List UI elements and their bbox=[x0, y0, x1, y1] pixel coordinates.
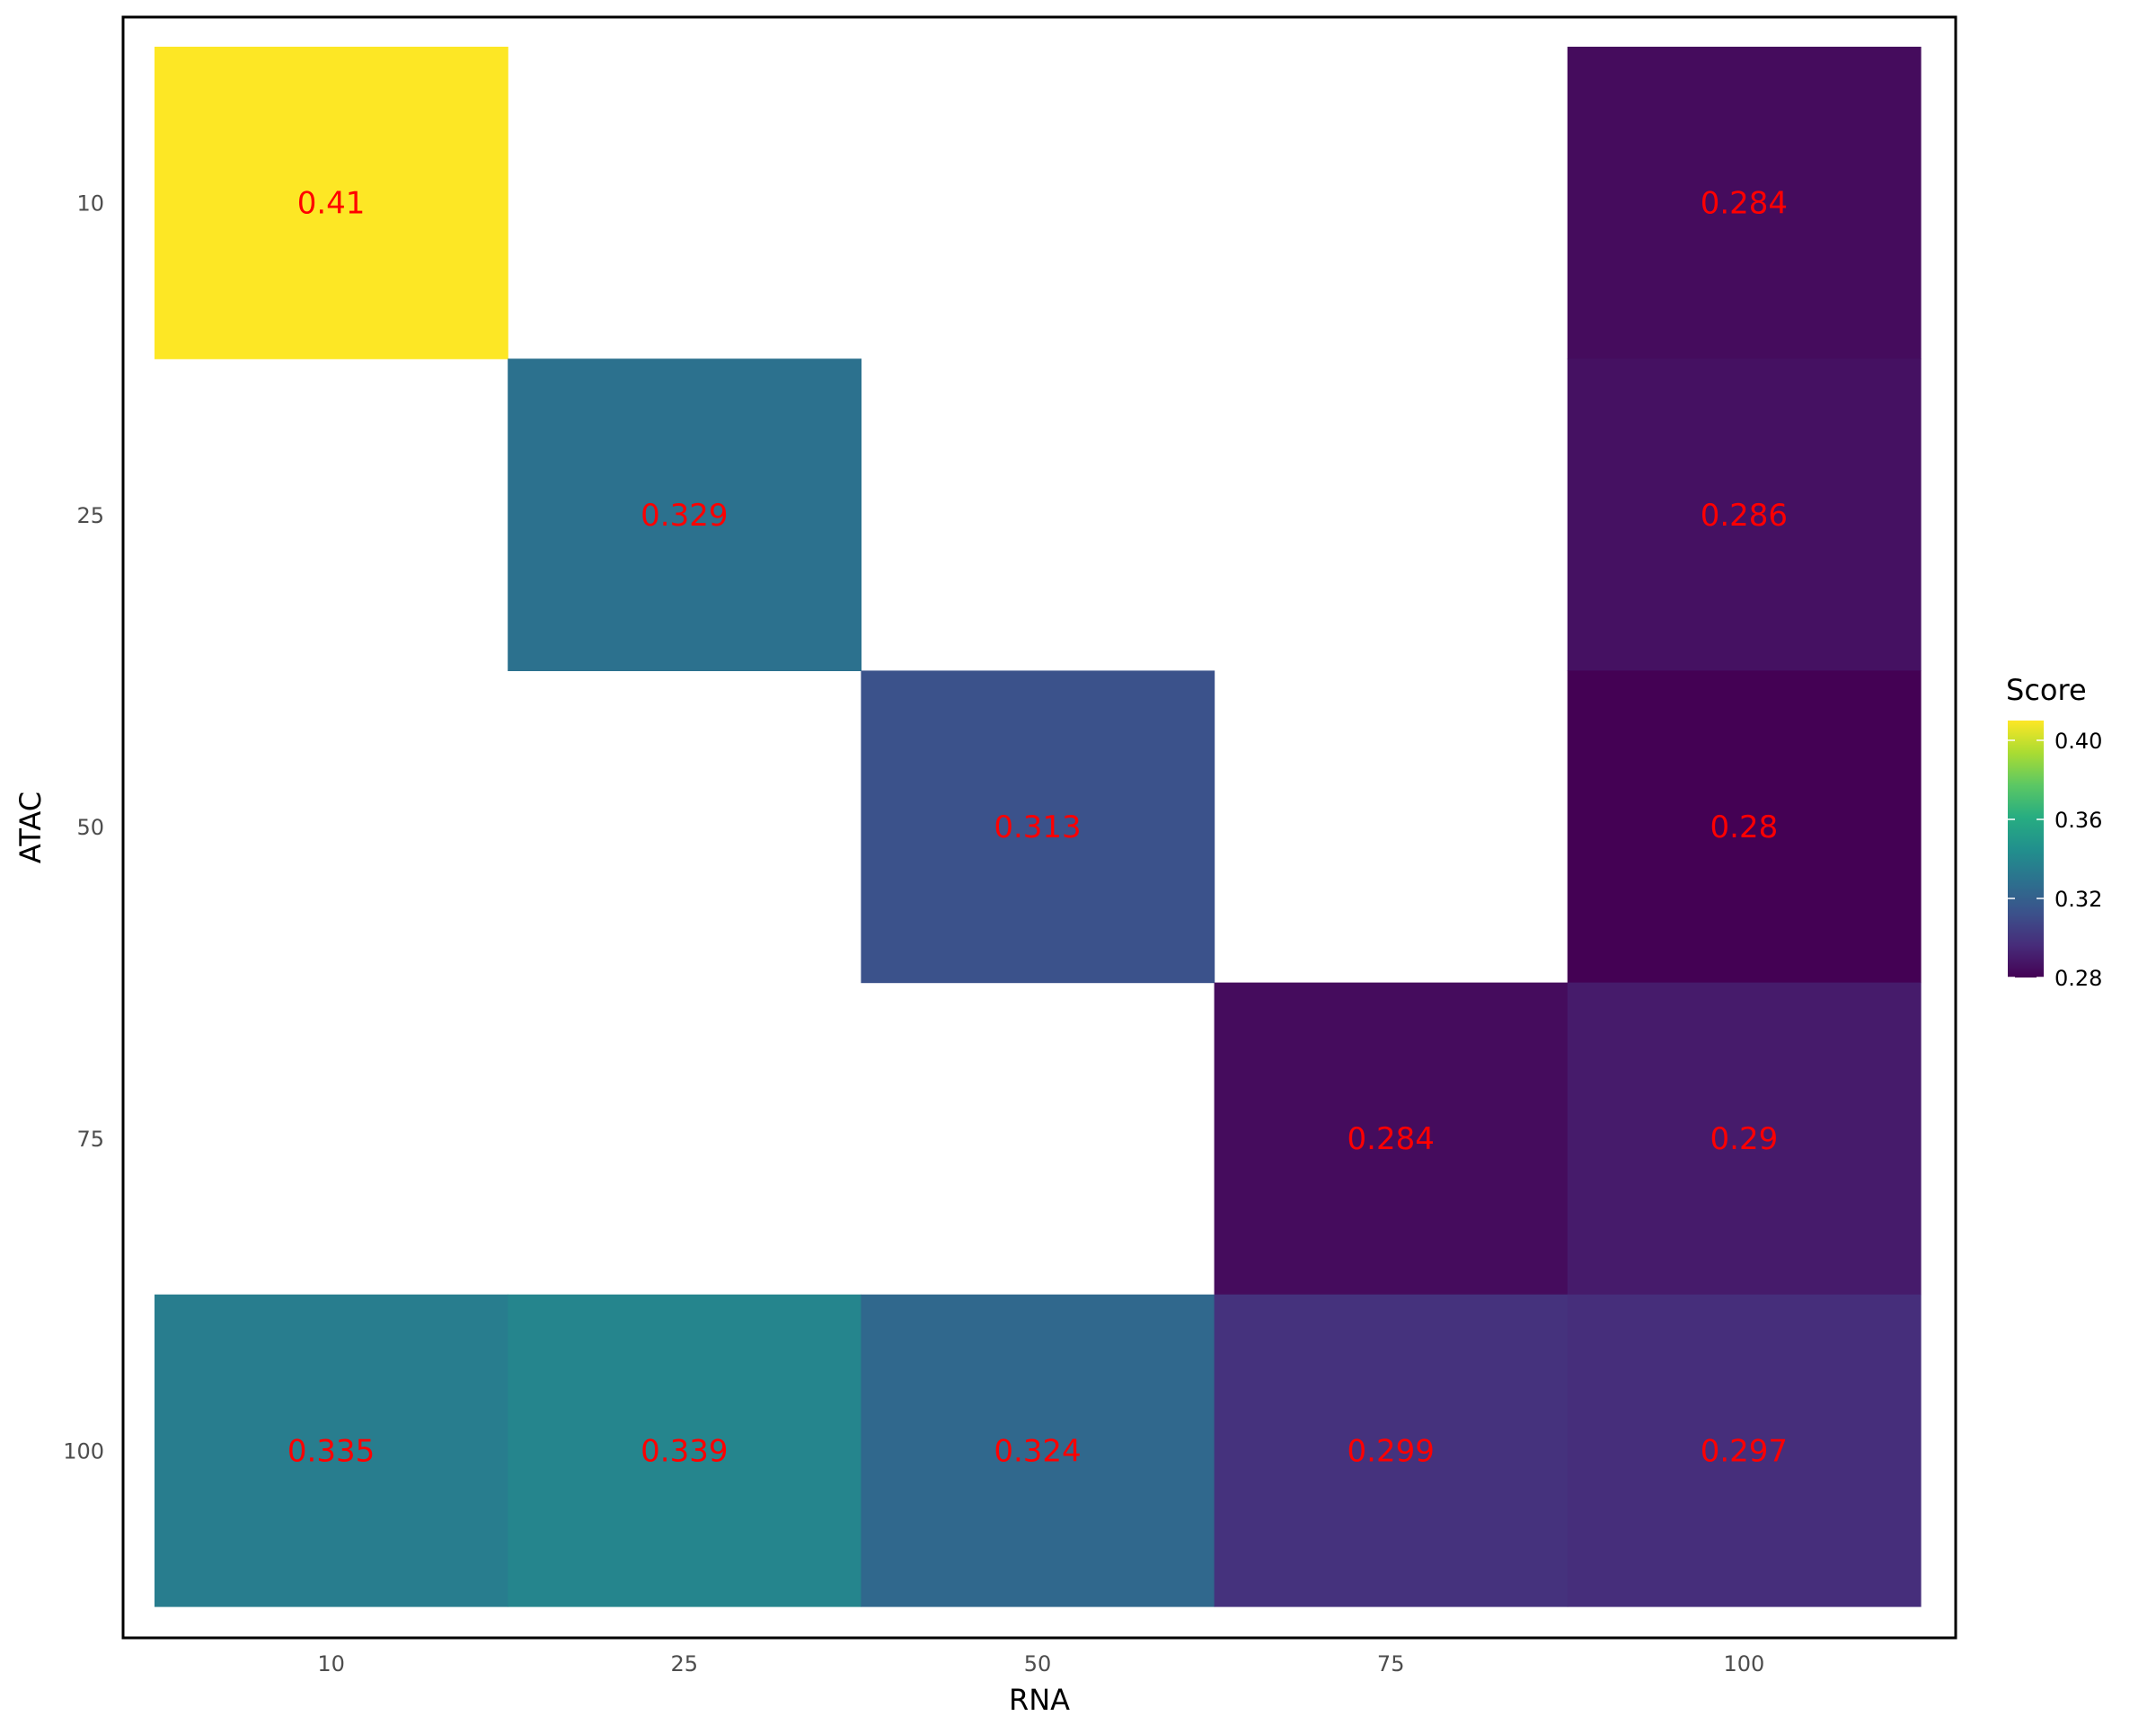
y-axis-title: ATAC bbox=[13, 792, 48, 863]
heatmap-cell-50-50 bbox=[861, 670, 1215, 984]
x-tick-label: 25 bbox=[671, 1651, 699, 1676]
cell-value-label: 0.286 bbox=[1701, 498, 1788, 534]
cell-value-label: 0.313 bbox=[994, 809, 1081, 845]
heatmap-cell-10-100 bbox=[155, 1294, 508, 1607]
legend-tick-label: 0.32 bbox=[2054, 887, 2102, 912]
cell-value-label: 0.297 bbox=[1701, 1433, 1788, 1469]
cell-value-label: 0.284 bbox=[1348, 1121, 1435, 1157]
heatmap-cell-100-75 bbox=[1567, 982, 1922, 1296]
heatmap-cell-75-75 bbox=[1214, 982, 1568, 1296]
heatmap-cell-50-100 bbox=[861, 1294, 1215, 1607]
x-tick-label: 100 bbox=[1723, 1651, 1764, 1676]
y-tick-label: 50 bbox=[76, 815, 104, 840]
x-tick-label: 10 bbox=[317, 1651, 345, 1676]
y-tick-label: 25 bbox=[76, 503, 104, 528]
y-axis: 10 25 50 75 100 bbox=[63, 191, 104, 1464]
cell-value-label: 0.28 bbox=[1710, 809, 1779, 845]
cells-layer bbox=[155, 47, 1922, 1607]
heatmap-cell-25-100 bbox=[508, 1294, 862, 1607]
heatmap-cell-100-10 bbox=[1567, 47, 1922, 359]
y-tick-label: 100 bbox=[63, 1438, 104, 1464]
legend-ticks: 0.28 0.32 0.36 0.40 bbox=[2008, 729, 2102, 991]
heatmap-cell-100-25 bbox=[1567, 358, 1922, 671]
legend-tick-label: 0.36 bbox=[2054, 808, 2102, 833]
heatmap-cell-75-100 bbox=[1214, 1294, 1568, 1607]
legend-tick-label: 0.28 bbox=[2054, 966, 2102, 991]
y-tick-label: 10 bbox=[76, 191, 104, 217]
x-axis-title: RNA bbox=[1009, 1683, 1070, 1717]
panel-border bbox=[121, 15, 1957, 1640]
cell-value-label: 0.41 bbox=[297, 186, 366, 222]
cell-value-label: 0.335 bbox=[287, 1433, 375, 1469]
cell-value-label: 0.324 bbox=[994, 1433, 1081, 1469]
color-legend: Score 0.28 0.32 0.36 0.40 bbox=[2006, 673, 2102, 991]
legend-tick-label: 0.40 bbox=[2054, 729, 2102, 754]
cell-value-label: 0.339 bbox=[641, 1433, 728, 1469]
heatmap-cell-25-25 bbox=[508, 358, 862, 671]
colorbar bbox=[2008, 721, 2044, 978]
cell-value-label: 0.329 bbox=[641, 498, 728, 534]
legend-title: Score bbox=[2006, 673, 2087, 707]
cell-value-label: 0.284 bbox=[1701, 186, 1788, 222]
y-tick-label: 75 bbox=[76, 1127, 104, 1152]
heatmap-cell-100-50 bbox=[1567, 670, 1922, 984]
cell-value-label: 0.299 bbox=[1348, 1433, 1435, 1469]
x-axis: 10 25 50 75 100 bbox=[317, 1651, 1764, 1676]
heatmap-cell-10-10 bbox=[155, 47, 508, 359]
x-tick-label: 50 bbox=[1024, 1651, 1052, 1676]
heatmap-cell-100-100 bbox=[1567, 1294, 1922, 1607]
cell-value-label: 0.29 bbox=[1710, 1121, 1779, 1157]
x-tick-label: 75 bbox=[1377, 1651, 1405, 1676]
cell-labels-layer: 0.41 0.284 0.329 0.286 0.313 0.28 0.284 0.29 0.3… bbox=[287, 186, 1788, 1470]
